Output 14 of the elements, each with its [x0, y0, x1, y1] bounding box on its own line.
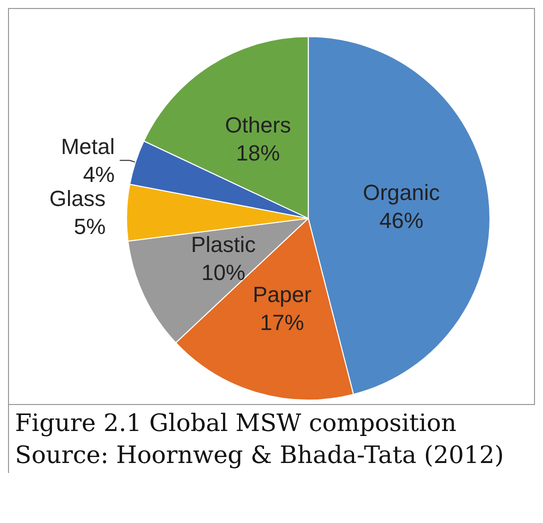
- slice-label: Plastic: [190, 232, 256, 257]
- data-label: 18%: [236, 140, 280, 166]
- slice-label: Organic: [362, 180, 440, 206]
- source-note: Source: Hoornweg & Bhada-Tata (2012): [15, 440, 505, 471]
- data-label: 17%: [260, 310, 304, 335]
- data-label: 5%: [74, 214, 106, 239]
- data-label: 46%: [379, 208, 424, 234]
- slice-label: Glass: [49, 186, 106, 211]
- slice-label: Metal: [60, 134, 115, 159]
- slice-label: Paper: [252, 282, 312, 307]
- data-label: 4%: [82, 162, 115, 187]
- data-label: 10%: [201, 260, 246, 285]
- slice-label: Others: [224, 112, 291, 138]
- caption: Figure 2.1 Global MSW composition: [15, 408, 458, 439]
